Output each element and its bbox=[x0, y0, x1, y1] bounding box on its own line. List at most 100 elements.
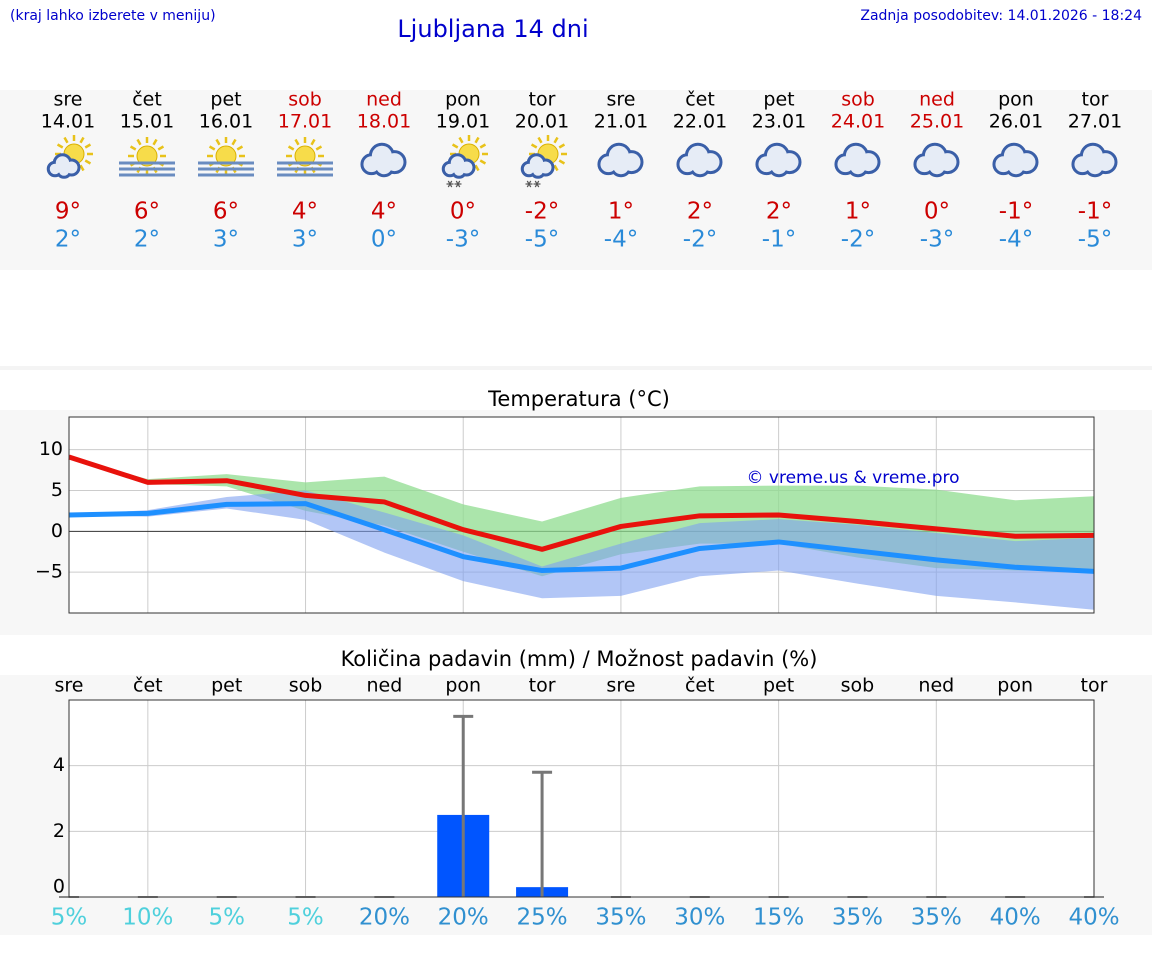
day-name: sob bbox=[288, 89, 322, 111]
date: 16.01 bbox=[199, 111, 253, 133]
snowflake bbox=[455, 180, 461, 188]
sun-ray bbox=[458, 136, 464, 144]
min-temp: -2° bbox=[683, 227, 717, 253]
date: 25.01 bbox=[910, 111, 964, 133]
cloud bbox=[929, 158, 945, 175]
day-name: čet bbox=[685, 89, 715, 111]
plot-frame bbox=[68, 416, 1095, 614]
min-temp: -3° bbox=[920, 227, 954, 253]
sun-ray bbox=[215, 138, 221, 146]
min-temp: -4° bbox=[604, 227, 638, 253]
probability-label: 35% bbox=[911, 905, 962, 931]
temp-line bbox=[68, 454, 1095, 552]
cloud bbox=[1008, 158, 1024, 175]
weather-icon bbox=[597, 142, 644, 178]
day-name: pet bbox=[763, 89, 794, 111]
min-temp: 3° bbox=[292, 227, 318, 253]
plot-frame bbox=[68, 699, 1095, 898]
x-tick-label: pet bbox=[763, 675, 794, 697]
date: 21.01 bbox=[594, 111, 648, 133]
max-temp: 2° bbox=[766, 199, 792, 225]
probability-label: 5% bbox=[51, 905, 88, 931]
x-tick-label: pet bbox=[211, 675, 242, 697]
max-temp: 4° bbox=[292, 199, 318, 225]
max-temp: 2° bbox=[687, 199, 713, 225]
max-temp: -2° bbox=[525, 199, 559, 225]
sun-ray bbox=[537, 136, 543, 144]
y-tick-label: 0 bbox=[53, 876, 65, 898]
temp-line bbox=[68, 501, 1095, 574]
weather-icon bbox=[1071, 142, 1118, 178]
weather-icon bbox=[198, 137, 254, 177]
x-tick-label: tor bbox=[529, 675, 556, 697]
x-tick-label: ned bbox=[366, 675, 402, 697]
date: 19.01 bbox=[436, 111, 490, 133]
weather-icon bbox=[46, 135, 93, 179]
x-tick-label: sob bbox=[289, 675, 323, 697]
probability-label: 10% bbox=[122, 905, 173, 931]
date: 27.01 bbox=[1068, 111, 1122, 133]
sun-ray bbox=[129, 145, 137, 151]
day-name: ned bbox=[366, 89, 402, 111]
max-temp: -1° bbox=[999, 199, 1033, 225]
range-band bbox=[69, 490, 1094, 610]
min-temp: 2° bbox=[134, 227, 160, 253]
y-tick-label: 10 bbox=[39, 438, 63, 460]
weather-icon bbox=[119, 137, 175, 177]
weather-icon bbox=[277, 137, 333, 177]
probability-label: 15% bbox=[753, 905, 804, 931]
cloud bbox=[453, 165, 465, 176]
sun-ray bbox=[231, 138, 237, 146]
weather-icon bbox=[360, 142, 407, 178]
chart-title: Količina padavin (mm) / Možnost padavin … bbox=[341, 647, 818, 671]
day-name: sob bbox=[841, 89, 875, 111]
sun-ray bbox=[208, 145, 216, 151]
sun-ray bbox=[451, 143, 459, 149]
day-name: pon bbox=[445, 89, 481, 111]
max-temp: 9° bbox=[55, 199, 81, 225]
y-tick-label: 5 bbox=[51, 479, 63, 501]
snowflake bbox=[534, 180, 540, 188]
separator bbox=[0, 366, 1152, 370]
day-name: ned bbox=[919, 89, 955, 111]
sun-ray bbox=[84, 159, 92, 165]
date: 24.01 bbox=[831, 111, 885, 133]
sun-ray bbox=[558, 159, 566, 165]
date: 26.01 bbox=[989, 111, 1043, 133]
weather-icon bbox=[441, 135, 488, 188]
max-temp: 0° bbox=[924, 199, 950, 225]
sun-ray bbox=[56, 143, 64, 149]
sun-ray bbox=[558, 143, 566, 149]
day-name: pet bbox=[210, 89, 241, 111]
date: 23.01 bbox=[752, 111, 806, 133]
min-temp: -2° bbox=[841, 227, 875, 253]
y-tick-label: −5 bbox=[35, 561, 63, 583]
day-name: pon bbox=[998, 89, 1034, 111]
sun bbox=[136, 145, 158, 167]
cloud bbox=[850, 158, 866, 175]
sun-ray bbox=[315, 145, 323, 151]
probability-label: 5% bbox=[208, 905, 245, 931]
date: 17.01 bbox=[278, 111, 332, 133]
x-tick-label: tor bbox=[1081, 675, 1108, 697]
page-title: Ljubljana 14 dni bbox=[397, 15, 588, 43]
sun-ray bbox=[553, 164, 559, 172]
sun-ray bbox=[157, 145, 165, 151]
y-tick-label: 0 bbox=[51, 520, 63, 542]
probability-label: 20% bbox=[438, 905, 489, 931]
day-name: čet bbox=[132, 89, 162, 111]
x-tick-label: sob bbox=[841, 675, 875, 697]
hint: (kraj lahko izberete v meniju) bbox=[10, 8, 216, 24]
sun-ray bbox=[294, 138, 300, 146]
min-temp: -1° bbox=[762, 227, 796, 253]
probability-label: 35% bbox=[832, 905, 883, 931]
cloud bbox=[771, 158, 787, 175]
sun-ray bbox=[553, 136, 559, 144]
x-tick-label: čet bbox=[133, 675, 163, 697]
max-temp: 1° bbox=[608, 199, 634, 225]
probability-label: 30% bbox=[674, 905, 725, 931]
date: 15.01 bbox=[120, 111, 174, 133]
cloud bbox=[376, 158, 392, 175]
sun-ray bbox=[474, 136, 480, 144]
